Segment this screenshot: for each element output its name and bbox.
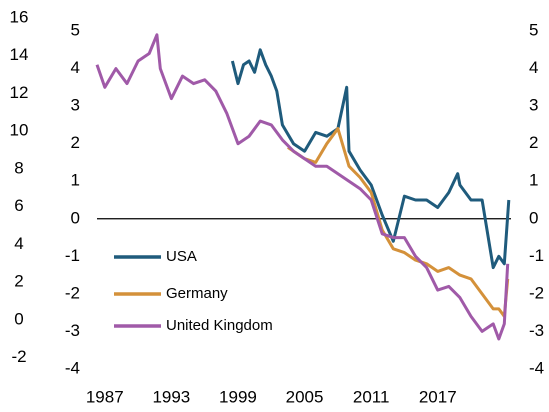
y2-tick-label: 5 (529, 20, 538, 39)
legend-label: United Kingdom (166, 317, 273, 334)
x-tick-label: 1993 (152, 387, 190, 406)
y3-tick-label: 0 (14, 309, 23, 328)
y-tick-label: 3 (71, 96, 80, 115)
y-tick-label: -3 (65, 321, 80, 340)
y3-tick-label: 4 (14, 234, 23, 253)
y3-tick-label: 12 (10, 83, 29, 102)
y-tick-label: -4 (65, 358, 80, 377)
y-tick-label: 4 (71, 58, 80, 77)
x-tick-label: 2017 (419, 387, 457, 406)
y2-tick-label: -3 (529, 321, 544, 340)
y-tick-label: -2 (65, 283, 80, 302)
series-line (230, 48, 511, 270)
y2-tick-label: 0 (529, 208, 538, 227)
y-tick-label: 1 (71, 171, 80, 190)
y3-tick-label: -2 (11, 347, 26, 366)
legend-label: USA (166, 248, 197, 265)
y2-tick-label: 3 (529, 96, 538, 115)
y2-tick-label: -4 (529, 358, 544, 377)
x-tick-label: 2005 (286, 387, 324, 406)
x-tick-label: 2011 (353, 387, 390, 406)
legend-label: Germany (166, 285, 228, 302)
y-tick-label: -1 (65, 246, 80, 265)
x-tick-label: 1999 (219, 387, 257, 406)
series-line (287, 127, 510, 318)
y2-tick-label: 2 (529, 133, 538, 152)
y3-tick-label: 10 (10, 121, 29, 140)
y2-tick-label: -2 (529, 283, 544, 302)
y3-tick-label: 6 (14, 196, 23, 215)
y3-tick-label: 14 (10, 45, 29, 64)
y-tick-label: 5 (71, 20, 80, 39)
y-tick-label: 2 (71, 133, 80, 152)
y3-tick-label: 16 (10, 7, 29, 26)
x-tick-label: 1987 (86, 387, 124, 406)
y2-tick-label: 1 (529, 171, 538, 190)
y2-tick-label: -1 (529, 246, 544, 265)
y3-tick-label: 2 (14, 272, 23, 291)
series-line (95, 33, 510, 341)
y2-tick-label: 4 (529, 58, 538, 77)
y3-tick-label: 8 (14, 158, 23, 177)
y-tick-label: 0 (71, 208, 80, 227)
